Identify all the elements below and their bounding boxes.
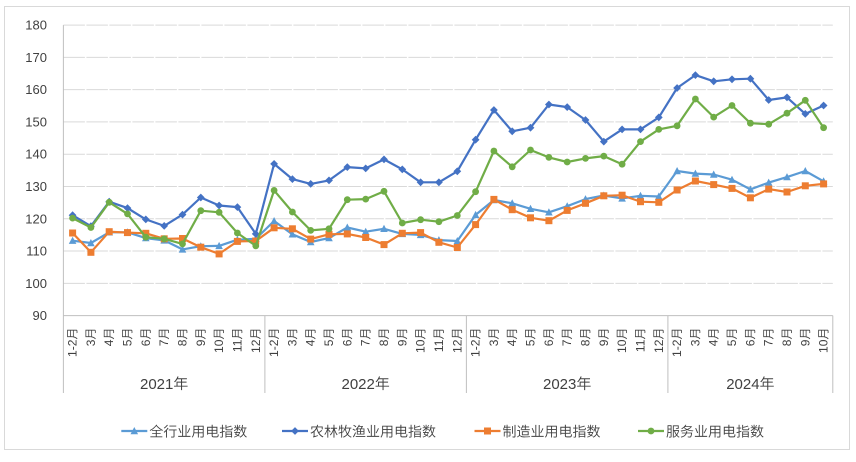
svg-text:120: 120: [25, 211, 47, 226]
svg-text:1-2: 1-2: [267, 339, 281, 357]
svg-text:1-2: 1-2: [670, 339, 684, 357]
svg-text:4: 4: [707, 339, 721, 346]
svg-text:9: 9: [395, 339, 409, 346]
svg-text:10: 10: [615, 339, 629, 353]
svg-text:6: 6: [743, 339, 757, 346]
svg-text:11: 11: [230, 339, 244, 352]
svg-text:5: 5: [322, 339, 336, 346]
svg-text:2022: 2022: [342, 376, 375, 393]
svg-text:11: 11: [432, 339, 446, 352]
svg-text:140: 140: [25, 147, 47, 162]
svg-text:3: 3: [285, 339, 299, 346]
svg-text:7: 7: [560, 339, 574, 346]
svg-text:7: 7: [762, 339, 776, 346]
svg-text:12: 12: [450, 339, 464, 353]
svg-text:10: 10: [817, 339, 831, 353]
svg-text:10: 10: [414, 339, 428, 353]
svg-text:110: 110: [26, 244, 47, 259]
svg-text:12: 12: [652, 339, 666, 353]
svg-text:2024: 2024: [726, 376, 759, 393]
svg-text:160: 160: [25, 82, 47, 97]
svg-text:8: 8: [780, 339, 794, 346]
svg-text:5: 5: [121, 339, 135, 346]
svg-text:11: 11: [633, 339, 647, 352]
svg-text:150: 150: [25, 114, 47, 129]
svg-text:4: 4: [102, 339, 116, 346]
svg-text:8: 8: [377, 339, 391, 346]
svg-text:6: 6: [542, 339, 556, 346]
svg-text:5: 5: [725, 339, 739, 346]
svg-text:1-2: 1-2: [66, 339, 80, 357]
svg-text:1-2: 1-2: [469, 339, 483, 357]
svg-text:4: 4: [304, 339, 318, 346]
svg-text:9: 9: [597, 339, 611, 346]
svg-text:9: 9: [194, 339, 208, 346]
svg-text:3: 3: [688, 339, 702, 346]
svg-text:90: 90: [33, 308, 47, 323]
svg-text:130: 130: [25, 179, 47, 194]
svg-text:4: 4: [505, 339, 519, 346]
svg-text:2023: 2023: [543, 376, 576, 393]
svg-text:10: 10: [212, 339, 226, 353]
svg-text:5: 5: [524, 339, 538, 346]
svg-text:7: 7: [157, 339, 171, 346]
svg-text:3: 3: [487, 339, 501, 346]
svg-text:7: 7: [359, 339, 373, 346]
svg-text:180: 180: [25, 18, 47, 33]
svg-text:3: 3: [84, 339, 98, 346]
svg-text:8: 8: [175, 339, 189, 346]
svg-text:170: 170: [25, 50, 47, 65]
svg-text:2021: 2021: [140, 376, 173, 393]
svg-text:9: 9: [798, 339, 812, 346]
svg-text:6: 6: [139, 339, 153, 346]
svg-text:12: 12: [249, 339, 263, 353]
svg-text:6: 6: [340, 339, 354, 346]
svg-text:100: 100: [25, 276, 47, 291]
svg-text:8: 8: [578, 339, 592, 346]
